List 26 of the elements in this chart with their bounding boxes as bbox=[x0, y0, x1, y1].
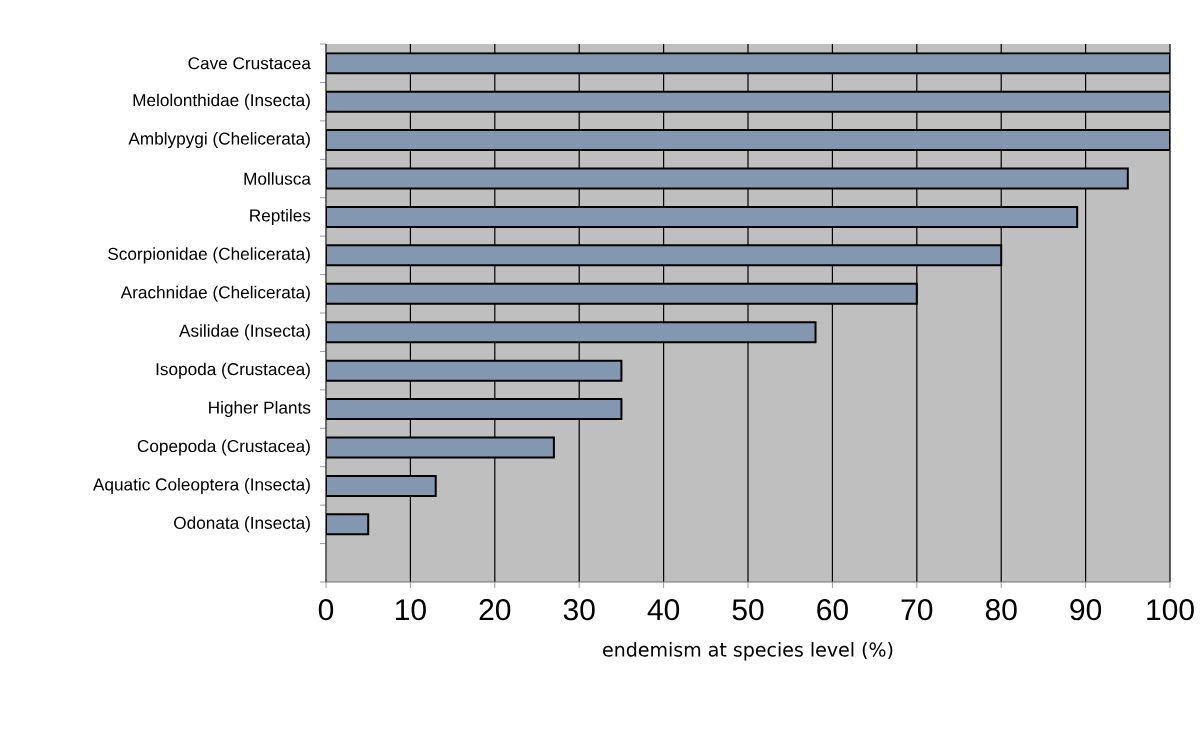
x-tick-label: 90 bbox=[1070, 599, 1102, 621]
x-tick-label: 0 bbox=[318, 599, 334, 621]
y-tick-label: Mollusca bbox=[244, 172, 311, 185]
x-tick-label: 60 bbox=[817, 599, 848, 621]
y-tick-label: Melolonthidae (Insecta) bbox=[133, 93, 310, 110]
y-tick-label: Reptiles bbox=[250, 208, 311, 225]
y-tick-label: Higher Plants bbox=[209, 401, 311, 418]
x-tick-label: 40 bbox=[647, 599, 680, 621]
y-tick-label: Asilidae (Insecta) bbox=[179, 324, 310, 341]
x-tick-label: 50 bbox=[732, 599, 764, 621]
y-tick-label: Copepoda (Crustacea) bbox=[137, 439, 310, 456]
y-tick-label: Amblypygi (Chelicerata) bbox=[128, 132, 310, 149]
y-tick-label: Cave Crustacea bbox=[188, 57, 311, 70]
y-tick-label: Aquatic Coleoptera (Insecta) bbox=[92, 477, 310, 494]
y-tick-label: Scorpionidae (Chelicerata) bbox=[108, 247, 310, 264]
x-tick-label: 10 bbox=[396, 599, 426, 621]
x-tick-label: 70 bbox=[901, 599, 933, 621]
x-axis-title: endemism at species level (%) bbox=[603, 642, 893, 661]
x-tick-label: 80 bbox=[985, 599, 1017, 621]
y-tick-label: Odonata (Insecta) bbox=[174, 516, 310, 533]
y-tick-label: Arachnidae (Chelicerata) bbox=[120, 285, 310, 302]
x-tick-label: 20 bbox=[479, 599, 511, 621]
x-tick-label: 100 bbox=[1147, 599, 1194, 621]
x-tick-label: 30 bbox=[563, 599, 595, 621]
bar bbox=[326, 513, 370, 536]
y-tick-label: Isopoda (Crustacea) bbox=[156, 362, 310, 379]
